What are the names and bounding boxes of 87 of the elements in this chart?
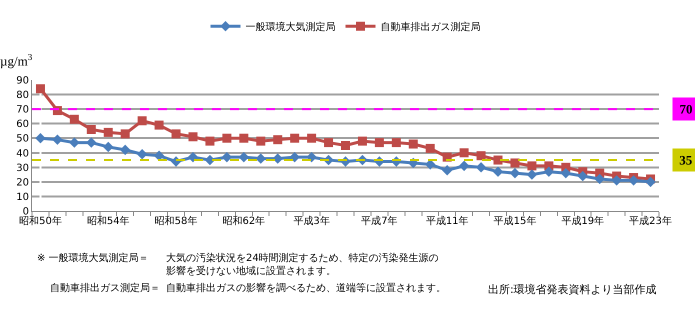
point xyxy=(510,158,520,168)
point xyxy=(86,137,97,148)
point xyxy=(104,128,113,137)
point xyxy=(408,140,418,149)
x-tick-label: 平成23年 xyxy=(629,215,672,227)
y-tick-label: 50 xyxy=(16,134,29,145)
point xyxy=(341,141,350,150)
ref-line-label: 35 xyxy=(679,152,693,168)
y-tick-label: 30 xyxy=(16,162,29,174)
point xyxy=(273,135,282,144)
point xyxy=(324,138,334,148)
y-tick-label: 90 xyxy=(16,76,29,86)
point xyxy=(120,129,130,138)
point xyxy=(374,138,384,148)
point xyxy=(154,120,164,130)
point xyxy=(442,165,452,176)
x-tick-label: 平成19年 xyxy=(561,215,604,227)
point xyxy=(188,132,198,142)
x-tick-label: 昭和54年 xyxy=(86,215,130,227)
ref-line-label: 70 xyxy=(680,102,692,116)
point xyxy=(136,149,148,160)
point xyxy=(205,136,214,146)
y-tick-label: 40 xyxy=(16,148,29,160)
x-tick-label: 平成15年 xyxy=(494,215,536,227)
y-tick-label: 70 xyxy=(16,104,29,116)
point xyxy=(86,124,96,134)
point xyxy=(392,138,401,148)
y-tick-label: 80 xyxy=(16,90,29,102)
point xyxy=(578,170,588,182)
point xyxy=(628,175,639,186)
point xyxy=(154,150,164,161)
point xyxy=(188,152,198,162)
point xyxy=(120,144,130,156)
point xyxy=(544,166,554,177)
y-axis-title: µg/m$^{3}$ xyxy=(0,52,33,68)
point xyxy=(239,134,248,143)
point xyxy=(103,142,114,152)
point xyxy=(238,152,250,162)
point xyxy=(527,161,536,170)
point xyxy=(611,175,622,186)
point xyxy=(560,168,571,178)
x-tick-label: 昭和58年 xyxy=(154,215,198,227)
text: 自動車排出ガスの影響を調べるため、道端等に設置されます。 xyxy=(166,282,446,294)
x-tick-label: 平成3年 xyxy=(293,215,330,227)
text: ※ 一般環境大気測定局＝ xyxy=(37,252,149,264)
text: 出所:環境省発表資料より当部作成 xyxy=(488,283,657,296)
text: 大気の汚染状況を24時間測定するため、特定の汚染発生源の影響を受けない地域に設置されます。 xyxy=(166,252,439,277)
point xyxy=(69,137,80,148)
point xyxy=(358,136,367,146)
point xyxy=(35,133,46,144)
point xyxy=(290,134,300,143)
point xyxy=(526,169,538,180)
point xyxy=(306,152,317,162)
point xyxy=(172,129,181,138)
point xyxy=(222,134,232,143)
point xyxy=(52,134,63,145)
point xyxy=(272,153,283,164)
point xyxy=(476,151,486,160)
point xyxy=(256,153,266,164)
point xyxy=(510,168,520,178)
point xyxy=(222,152,232,162)
x-tick-label: 昭和50年 xyxy=(19,215,62,227)
x-tick-label: 昭和62年 xyxy=(222,215,266,227)
x-tick-label: 平成7年 xyxy=(361,215,398,227)
point xyxy=(256,136,266,146)
point xyxy=(458,160,470,172)
legend-label: 自動車排出ガス測定局 xyxy=(380,21,480,34)
point xyxy=(645,176,656,188)
y-tick-label: 60 xyxy=(16,119,29,130)
point xyxy=(36,84,45,94)
point xyxy=(138,116,147,126)
y-tick-label: 20 xyxy=(16,177,29,188)
y-tick-label: 10 xyxy=(16,192,29,203)
point xyxy=(70,114,79,124)
y-tick-label: 0 xyxy=(22,206,29,218)
point xyxy=(289,152,300,162)
point xyxy=(494,156,503,165)
point xyxy=(476,162,486,173)
point xyxy=(460,148,469,158)
text: 自動車排出ガス測定局＝ xyxy=(50,282,160,294)
x-tick-label: 平成11年 xyxy=(426,215,469,227)
point xyxy=(594,174,605,184)
point xyxy=(204,154,216,166)
point xyxy=(307,134,316,143)
legend-label: 一般環境大気測定局 xyxy=(246,21,336,34)
point xyxy=(426,144,435,153)
point xyxy=(492,166,504,177)
